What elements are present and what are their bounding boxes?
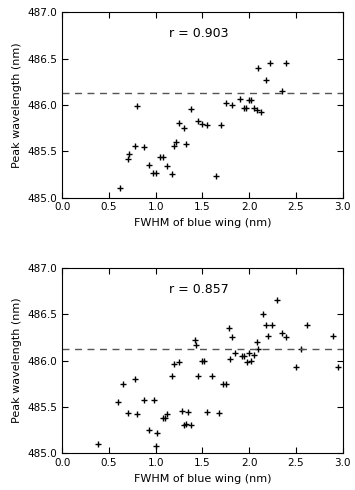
Y-axis label: Peak wavelength (nm): Peak wavelength (nm)	[12, 298, 22, 423]
Text: r = 0.857: r = 0.857	[169, 283, 229, 296]
X-axis label: FWHM of blue wing (nm): FWHM of blue wing (nm)	[133, 474, 271, 484]
X-axis label: FWHM of blue wing (nm): FWHM of blue wing (nm)	[133, 218, 271, 228]
Text: r = 0.903: r = 0.903	[169, 27, 228, 40]
Y-axis label: Peak wavelength (nm): Peak wavelength (nm)	[12, 42, 22, 168]
